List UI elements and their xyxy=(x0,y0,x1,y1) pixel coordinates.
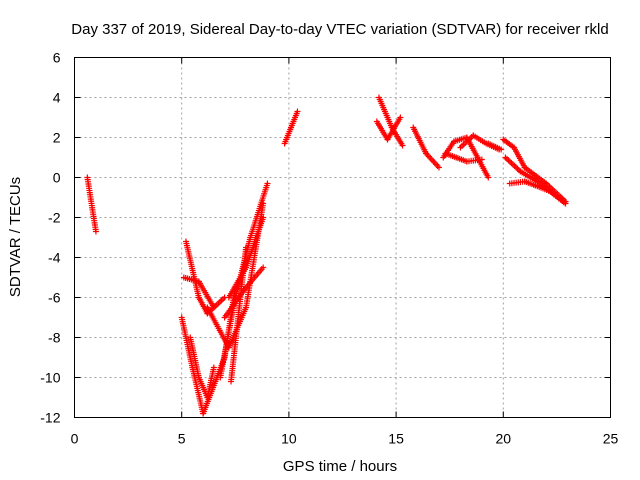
data-point xyxy=(210,364,217,371)
data-point xyxy=(260,214,267,221)
data-point xyxy=(260,264,267,271)
data-point xyxy=(210,304,217,311)
axis-ticks: 0 5 10 15 20 25 -12 -10 -8 -6 -4 -2 0 2 4 6 xyxy=(40,50,618,447)
data-point xyxy=(498,146,505,153)
x-tick-label: 10 xyxy=(281,431,297,447)
chart-title: Day 337 of 2019, Sidereal Day-to-day VTE… xyxy=(71,21,608,38)
x-tick-label: 15 xyxy=(388,431,404,447)
data-point xyxy=(562,200,569,207)
y-tick-label: 4 xyxy=(53,90,61,106)
data-point xyxy=(485,174,492,181)
x-tick-label: 20 xyxy=(496,431,512,447)
x-axis-title: GPS time / hours xyxy=(283,458,397,475)
y-tick-label: -12 xyxy=(40,410,60,426)
x-tick-label: 25 xyxy=(603,431,619,447)
data-point xyxy=(399,142,406,149)
x-tick-label: 0 xyxy=(71,431,79,447)
x-tick-label: 5 xyxy=(178,431,186,447)
y-tick-label: 6 xyxy=(53,50,61,66)
y-tick-label: -4 xyxy=(48,250,61,266)
data-point xyxy=(243,244,250,251)
y-tick-label: -2 xyxy=(48,210,61,226)
data-point xyxy=(294,108,301,115)
data-point xyxy=(264,180,271,187)
y-tick-label: 2 xyxy=(53,130,61,146)
plot-frame xyxy=(74,57,611,418)
y-tick-label: 0 xyxy=(53,170,61,186)
y-tick-label: -6 xyxy=(48,290,61,306)
y-axis-title: SDTVAR / TECUs xyxy=(7,177,24,297)
data-point xyxy=(397,114,404,121)
data-points xyxy=(84,94,569,417)
data-point xyxy=(435,164,442,171)
data-point xyxy=(92,228,99,235)
y-tick-label: -10 xyxy=(40,370,60,386)
grid xyxy=(74,57,611,418)
y-tick-label: -8 xyxy=(48,330,61,346)
